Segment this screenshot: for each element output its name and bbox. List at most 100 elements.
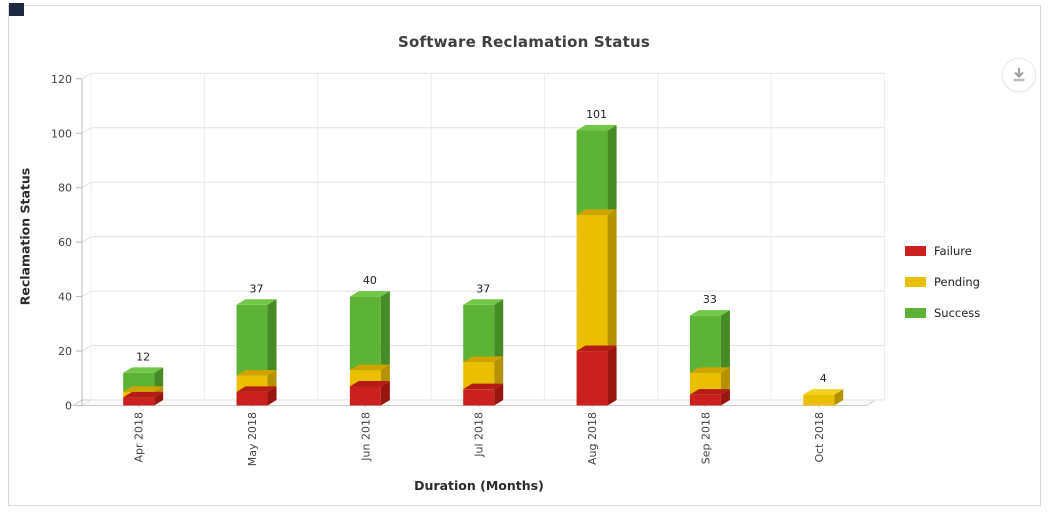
bar-segment-success-aug-2018[interactable] [576, 130, 608, 215]
y-tick-label-20: 20 [58, 345, 72, 358]
gridline-y-slant-80 [81, 181, 92, 189]
bar-side-success-jul-2018 [494, 299, 504, 362]
bar-segment-success-sep-2018[interactable] [689, 315, 721, 373]
bar-segment-failure-jun-2018[interactable] [349, 386, 381, 406]
bar-side-failure-jun-2018 [380, 380, 390, 406]
gridline-y-slant-120 [81, 72, 92, 80]
bar-segment-pending-aug-2018[interactable] [576, 214, 608, 352]
gridline-y-slant-20 [81, 345, 92, 352]
download-icon [1013, 67, 1025, 82]
y-tick-label-100: 100 [51, 127, 72, 140]
bar-top-success-jul-2018 [463, 299, 504, 305]
chart-title: Software Reclamation Status [398, 33, 650, 51]
total-label-apr-2018: 12 [136, 350, 150, 363]
bar-segment-pending-oct-2018[interactable] [803, 394, 835, 406]
bar-top-pending-oct-2018 [803, 389, 844, 395]
y-tick-label-120: 120 [51, 73, 72, 86]
bar-side-failure-aug-2018 [607, 345, 617, 406]
bar-top-success-apr-2018 [123, 367, 164, 373]
bar-may-2018[interactable] [236, 299, 277, 406]
bar-segment-failure-may-2018[interactable] [236, 391, 268, 406]
bar-side-failure-apr-2018 [154, 391, 164, 406]
bar-side-failure-sep-2018 [720, 389, 730, 406]
x-tick-label-apr-2018: Apr 2018 [133, 412, 146, 463]
bar-side-success-aug-2018 [607, 125, 617, 215]
bar-segment-failure-sep-2018[interactable] [689, 394, 721, 406]
bar-side-pending-jul-2018 [494, 356, 504, 390]
bar-side-success-apr-2018 [154, 367, 164, 392]
x-tick-label-oct-2018: Oct 2018 [813, 412, 826, 463]
bar-side-success-sep-2018 [720, 310, 730, 373]
bar-segment-success-may-2018[interactable] [236, 304, 268, 376]
bar-top-success-may-2018 [236, 299, 277, 305]
total-label-aug-2018: 101 [586, 108, 607, 121]
gridline-y-slant-40 [81, 290, 92, 298]
bar-aug-2018[interactable] [576, 125, 617, 406]
bar-top-pending-aug-2018 [576, 209, 617, 215]
x-tick-label-may-2018: May 2018 [246, 412, 259, 466]
gridline-y-slant-0 [81, 399, 92, 406]
bar-top-pending-jun-2018 [349, 364, 390, 371]
bar-sep-2018[interactable] [689, 310, 730, 406]
x-tick-label-sep-2018: Sep 2018 [699, 412, 712, 464]
bar-top-pending-may-2018 [236, 370, 277, 376]
total-label-may-2018: 37 [250, 282, 264, 295]
bar-jun-2018[interactable] [349, 291, 390, 406]
total-label-jun-2018: 40 [363, 274, 377, 287]
x-tick-label-jun-2018: Jun 2018 [359, 412, 372, 462]
x-tick-label-jul-2018: Jul 2018 [473, 412, 486, 458]
y-tick-label-60: 60 [58, 236, 72, 249]
bar-side-failure-may-2018 [267, 386, 277, 406]
bar-side-success-may-2018 [267, 299, 277, 376]
bar-top-failure-may-2018 [236, 386, 277, 392]
bar-top-success-jun-2018 [349, 291, 390, 297]
total-label-sep-2018: 33 [703, 293, 717, 306]
corner-artifact [9, 3, 24, 16]
legend-item-success[interactable]: Success [905, 306, 980, 320]
bar-segment-failure-apr-2018[interactable] [123, 397, 155, 406]
legend-label-failure: Failure [934, 244, 972, 258]
total-label-oct-2018: 4 [820, 372, 827, 385]
bar-segment-success-jun-2018[interactable] [349, 296, 381, 371]
gridline-y-slant-100 [81, 127, 92, 134]
download-button[interactable] [1002, 58, 1036, 92]
bar-top-failure-jul-2018 [463, 383, 504, 390]
bar-top-pending-sep-2018 [689, 367, 730, 373]
bar-segment-success-jul-2018[interactable] [463, 304, 495, 362]
gridline-y-slant-60 [81, 236, 92, 243]
x-axis-title: Duration (Months) [414, 478, 544, 493]
bar-side-pending-aug-2018 [607, 209, 617, 352]
y-tick-label-40: 40 [58, 291, 72, 304]
legend-label-success: Success [934, 306, 981, 320]
bar-segment-failure-jul-2018[interactable] [463, 389, 495, 406]
bar-top-failure-jun-2018 [349, 380, 390, 387]
chart-panel [8, 5, 1041, 506]
y-axis-title: Reclamation Status [17, 167, 33, 306]
bar-side-success-jun-2018 [380, 291, 390, 371]
bar-top-failure-sep-2018 [689, 389, 730, 395]
bar-side-pending-oct-2018 [834, 389, 844, 406]
bar-top-failure-apr-2018 [123, 391, 164, 398]
y-tick-label-0: 0 [65, 400, 72, 413]
bar-side-failure-jul-2018 [494, 383, 504, 406]
bar-top-success-sep-2018 [689, 310, 730, 316]
legend-item-failure[interactable]: Failure [905, 244, 980, 258]
legend-swatch-pending [905, 277, 926, 287]
bar-top-pending-apr-2018 [123, 386, 164, 392]
legend: Failure Pending Success [905, 244, 980, 320]
legend-swatch-failure [905, 246, 926, 256]
legend-item-pending[interactable]: Pending [905, 275, 980, 289]
bar-apr-2018[interactable] [123, 367, 164, 406]
bar-top-failure-aug-2018 [576, 345, 617, 352]
bar-jul-2018[interactable] [463, 299, 504, 406]
y-tick-label-80: 80 [58, 182, 72, 195]
total-label-jul-2018: 37 [476, 282, 490, 295]
legend-swatch-success [905, 308, 926, 318]
bar-top-pending-jul-2018 [463, 356, 504, 362]
legend-label-pending: Pending [934, 275, 980, 289]
bar-segment-failure-aug-2018[interactable] [576, 351, 608, 406]
bar-oct-2018[interactable] [803, 389, 844, 406]
x-tick-label-aug-2018: Aug 2018 [586, 412, 599, 465]
bar-side-pending-sep-2018 [720, 367, 730, 395]
